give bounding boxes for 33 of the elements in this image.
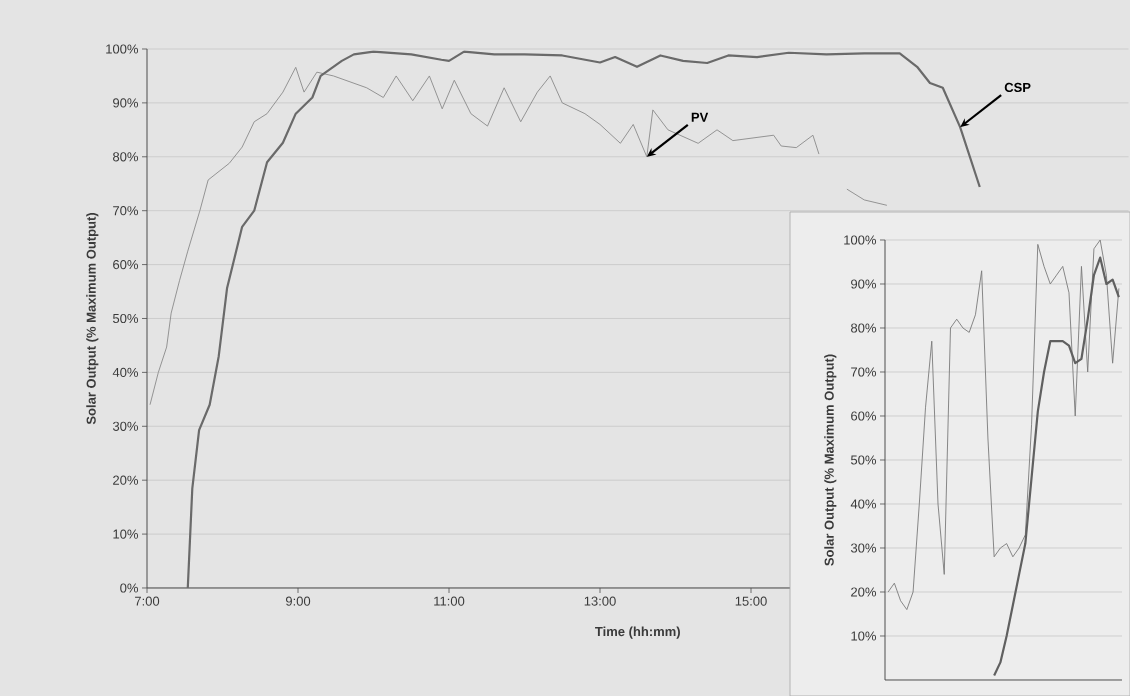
y-tick-label: 20% [851, 587, 877, 597]
y-tick-label: 10% [113, 529, 139, 539]
y-axis-title: Solar Output (% Maximum Output) [824, 354, 837, 566]
line-series [887, 239, 1120, 611]
y-tick-label: 50% [112, 313, 139, 324]
x-tick-label: 13:00 [584, 596, 616, 606]
annotation: CSP [1004, 82, 1031, 93]
y-axis-title: Solar Output (% Maximum Output) [86, 212, 99, 425]
y-tick-label: 100% [106, 44, 139, 54]
annotation: PV [691, 112, 709, 122]
y-tick-label: 40% [850, 499, 877, 509]
y-tick-label: 80% [851, 323, 877, 333]
y-tick-label: 30% [112, 421, 139, 431]
y-tick-label: 50% [850, 455, 877, 465]
y-tick-label: 30% [850, 543, 877, 553]
y-tick-label: 40% [112, 367, 139, 377]
y-tick-label: 20% [113, 475, 139, 485]
y-tick-label: 0% [120, 583, 139, 593]
y-tick-label: 70% [113, 206, 139, 216]
y-tick-label: 90% [851, 279, 877, 289]
x-axis-title: Time (hh:mm) [595, 626, 680, 639]
y-tick-label: 80% [113, 152, 139, 162]
y-tick-label: 60% [113, 259, 139, 270]
x-tick-label: 15:00 [735, 596, 767, 606]
y-tick-label: 60% [851, 411, 877, 421]
line-series [186, 50, 981, 588]
y-tick-label: 10% [851, 631, 877, 641]
x-tick-label: 9:00 [285, 596, 311, 606]
y-tick-label: 70% [851, 367, 877, 377]
y-tick-label: 100% [844, 235, 877, 245]
x-tick-label: 11:00 [434, 596, 465, 606]
x-tick-label: 7:00 [135, 596, 160, 606]
y-tick-label: 90% [113, 98, 139, 108]
